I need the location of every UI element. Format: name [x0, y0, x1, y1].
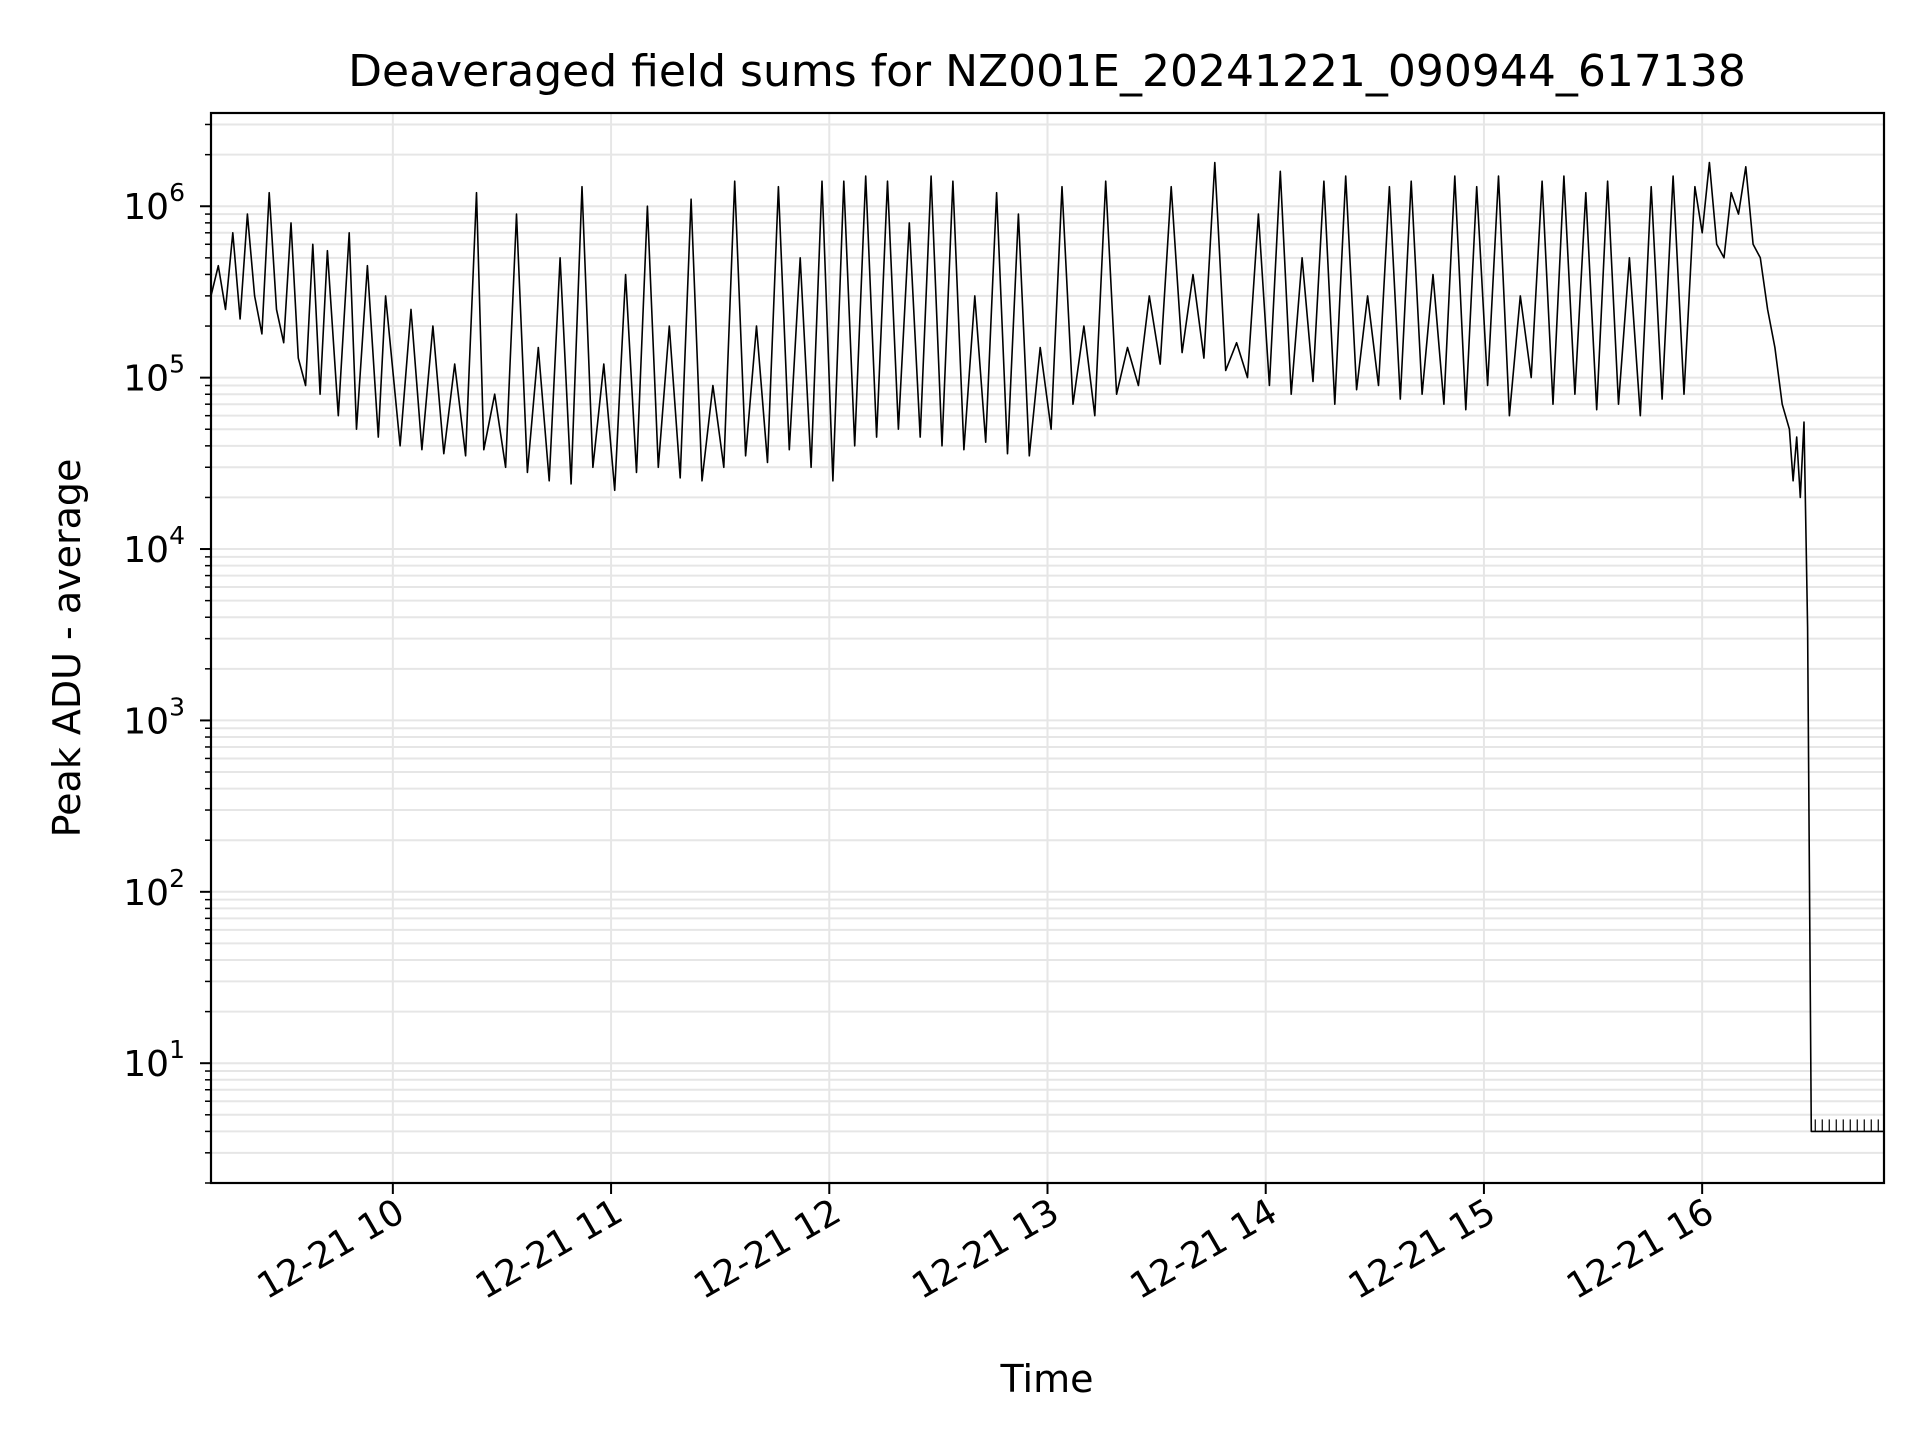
x-tick-label: 12-21 16 — [1560, 1191, 1721, 1307]
x-tick-label: 12-21 10 — [251, 1191, 412, 1307]
x-axis: 12-21 10 12-21 11 12-21 12 12-21 13 12-21 14… — [251, 1183, 1721, 1308]
y-axis: 101 102 103 104 105 106 — [123, 123, 211, 1184]
y-tick-label: 102 — [123, 864, 185, 914]
series-line — [210, 161, 1884, 1133]
x-tick-label: 12-21 12 — [687, 1191, 848, 1307]
y-tick-label: 101 — [123, 1035, 185, 1085]
x-tick-label: 12-21 14 — [1124, 1191, 1285, 1307]
noise-ticks — [1814, 1119, 1879, 1132]
x-tick-label: 12-21 11 — [469, 1191, 630, 1307]
chart-title: Deaveraged field sums for NZ001E_2024122… — [348, 46, 1746, 97]
y-tick-label: 106 — [123, 178, 185, 228]
y-tick-label: 105 — [123, 350, 185, 400]
x-axis-label: Time — [1000, 1357, 1094, 1401]
x-tick-label: 12-21 15 — [1342, 1191, 1503, 1307]
x-tick-label: 12-21 13 — [905, 1191, 1066, 1307]
grid — [211, 113, 1884, 1184]
y-tick-label: 103 — [123, 692, 185, 742]
y-tick-label: 104 — [123, 521, 185, 571]
y-axis-label: Peak ADU - average — [45, 459, 89, 838]
